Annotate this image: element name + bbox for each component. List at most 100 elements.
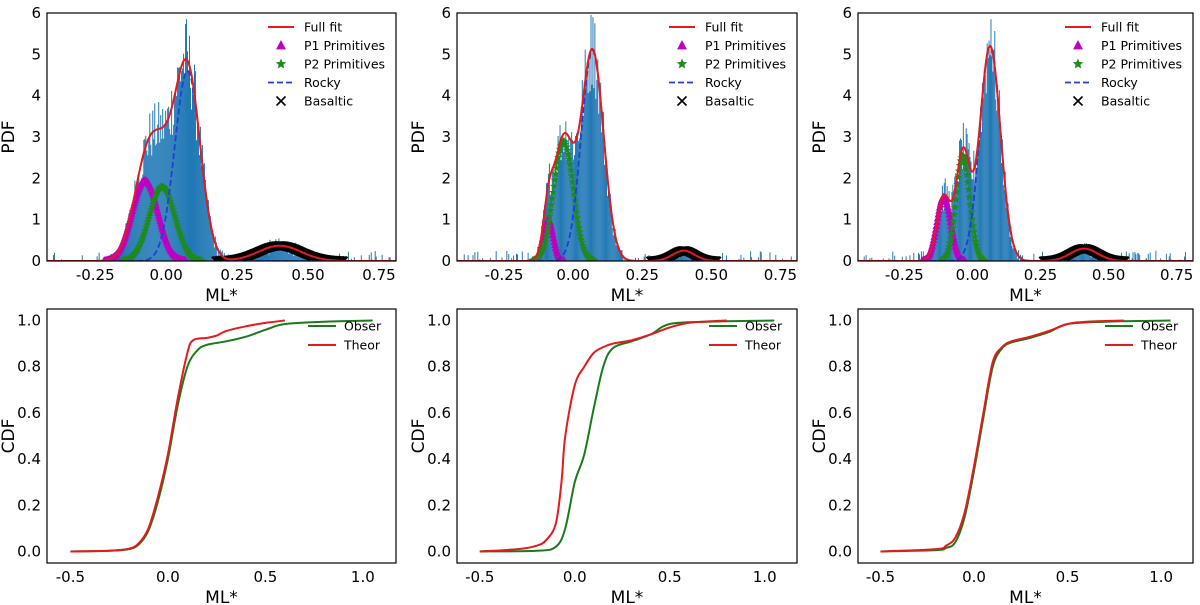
histogram-bar <box>276 247 278 261</box>
histogram-bar <box>619 249 621 261</box>
histogram-bar <box>944 178 946 261</box>
histogram-bar <box>213 247 215 261</box>
histogram-bar <box>374 251 376 261</box>
cdf-line-theor <box>70 319 285 553</box>
panel-bottom-middle: -0.5 0.0 0.5 1.0 0.0 0.2 0.4 0.6 0.8 1.0 ML* CDF Obs… <box>409 308 798 605</box>
histogram-bar <box>472 255 474 261</box>
histogram-bar <box>1139 254 1141 261</box>
histogram-bar <box>918 252 920 261</box>
p2-marker <box>575 227 584 236</box>
histogram-bar <box>998 108 1000 261</box>
p2-marker <box>548 194 557 203</box>
p2-marker <box>541 234 550 242</box>
histogram-bar <box>1135 254 1137 261</box>
histogram-bar <box>273 250 275 261</box>
x-tick-label: 0.0 <box>962 568 986 586</box>
histogram-bar <box>1011 245 1013 261</box>
histogram-bar <box>865 255 867 261</box>
histogram-bar <box>613 233 615 261</box>
histogram-bar <box>997 84 999 261</box>
y-tick-label: 1 <box>441 211 451 229</box>
legend-label: Theor <box>1140 338 1178 353</box>
p2-marker <box>551 169 560 178</box>
histogram-bar <box>555 170 557 261</box>
histogram-bar <box>287 250 289 261</box>
histogram-bar <box>467 255 469 261</box>
histogram-bar <box>206 199 208 261</box>
histogram-bar <box>192 94 194 261</box>
p2-marker <box>564 154 573 163</box>
y-tick-label: 0.6 <box>17 404 41 422</box>
legend-p1-swatch <box>677 40 687 50</box>
p2-marker <box>963 170 972 179</box>
histogram-bar <box>984 74 986 261</box>
histogram-bar <box>1089 252 1091 261</box>
histogram-bar <box>368 254 370 261</box>
x-tick-label: 0.50 <box>695 266 728 284</box>
histogram-bar <box>979 139 981 261</box>
histogram-bar <box>1132 252 1134 261</box>
cdf-line-theor <box>880 319 1124 553</box>
y-tick-label: 0 <box>31 252 41 270</box>
histogram-bar <box>909 255 911 261</box>
p2-marker <box>949 217 958 225</box>
histogram-bar <box>267 249 269 261</box>
histogram-bar <box>489 257 491 261</box>
histogram-bar <box>1012 248 1014 261</box>
histogram-bar <box>687 254 689 261</box>
legend-label: Basaltic <box>705 94 754 109</box>
x-tick-label: 0.00 <box>956 266 989 284</box>
x-tick-label: 0.00 <box>556 266 589 284</box>
histogram-bar <box>722 253 724 261</box>
histogram-bar <box>163 138 165 261</box>
histogram-bar <box>922 251 924 261</box>
p2-marker <box>960 155 969 164</box>
p2-marker <box>946 238 955 247</box>
histogram-bar <box>272 250 274 261</box>
histogram-bar <box>740 254 742 261</box>
histogram-bar <box>938 221 940 261</box>
x-tick-label: 0.50 <box>291 266 324 284</box>
histogram-bar <box>174 96 176 261</box>
histogram-bar <box>985 93 987 261</box>
legend: Obser Theor <box>1105 319 1179 353</box>
x-tick-label: -0.25 <box>76 266 115 284</box>
y-tick-label: 5 <box>441 45 451 63</box>
histogram-bar <box>643 256 645 261</box>
histogram-bar <box>989 55 991 261</box>
histogram-bar <box>511 258 513 261</box>
histogram-bar <box>215 242 217 261</box>
y-tick-label: 6 <box>441 4 451 22</box>
x-axis-label: ML* <box>1009 588 1042 605</box>
x-tick-label: -0.5 <box>465 568 494 586</box>
histogram-bar <box>992 71 994 261</box>
histogram-bar <box>978 140 980 261</box>
histogram-bar <box>198 155 200 261</box>
p2-marker <box>542 230 551 239</box>
histogram-bar <box>257 257 259 261</box>
histogram-bar <box>991 56 993 261</box>
histogram-bar <box>644 254 646 261</box>
histogram-bar <box>943 183 945 261</box>
histogram-bar <box>592 17 594 261</box>
histogram-bar <box>96 256 98 261</box>
legend: Obser Theor <box>308 319 382 353</box>
p2-marker <box>576 231 585 240</box>
histogram-bar <box>1002 184 1004 261</box>
x-tick-label: 0.0 <box>156 568 180 586</box>
histogram-bar <box>123 245 125 261</box>
histogram-bar <box>293 255 295 261</box>
histogram-bar <box>569 151 571 261</box>
histogram-bar <box>1082 251 1084 261</box>
histogram-bar <box>1168 256 1170 261</box>
histogram-bar <box>940 211 942 261</box>
histogram-bar <box>154 103 156 261</box>
histogram-bar <box>995 99 997 261</box>
histogram-bar <box>589 91 591 261</box>
histogram-bar <box>197 135 199 261</box>
histogram-bar <box>888 258 890 261</box>
p2-marker <box>564 150 573 158</box>
p2-marker <box>589 255 598 261</box>
y-tick-label: 2 <box>842 169 852 187</box>
histogram-bar <box>121 248 123 261</box>
